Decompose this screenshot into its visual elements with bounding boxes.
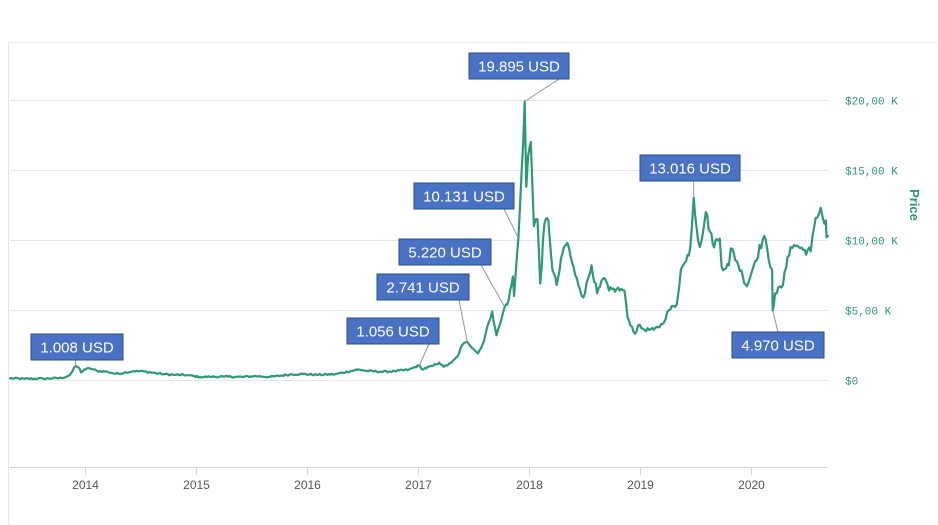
annotation-box <box>731 331 825 359</box>
annotation-box <box>376 273 470 301</box>
annotation-leader <box>772 310 779 333</box>
x-tick-label: 2015 <box>183 478 210 492</box>
y-tick-label: $15,00 K <box>845 167 898 179</box>
x-tick-label: 2016 <box>294 478 321 492</box>
annotation-box <box>398 238 492 266</box>
annotation-leader <box>503 208 519 239</box>
top-band <box>0 0 938 42</box>
x-tick-label: 2014 <box>72 478 99 492</box>
annotation-label: 1.056 USD <box>356 324 430 341</box>
annotation-box <box>468 52 570 80</box>
x-tick-label: 2020 <box>738 478 765 492</box>
annotation-leader <box>458 299 468 342</box>
x-tick-label: 2017 <box>405 478 432 492</box>
annotation-label: 10.131 USD <box>423 189 505 206</box>
annotation-label: 2.741 USD <box>386 280 460 297</box>
x-tick-label: 2019 <box>627 478 654 492</box>
y-tick-label: $20,00 K <box>845 97 898 109</box>
y-axis-label: Price <box>907 189 922 221</box>
annotation-box <box>30 333 124 361</box>
annotation-box <box>346 317 440 345</box>
annotation-box <box>639 154 741 182</box>
annotation-leader <box>524 78 560 102</box>
y-tick-label: $10,00 K <box>845 237 898 249</box>
annotation-label: 4.970 USD <box>741 338 815 355</box>
annotation-leader <box>418 343 430 366</box>
annotation-label: 5.220 USD <box>408 245 482 262</box>
y-tick-label: $0 <box>845 377 858 389</box>
x-tick-label: 2018 <box>516 478 543 492</box>
annotation-label: 19.895 USD <box>478 59 560 76</box>
annotation-box <box>413 182 515 210</box>
y-tick-label: $5,00 K <box>845 307 892 319</box>
price-series-line <box>8 100 830 381</box>
annotation-label: 1.008 USD <box>40 340 114 357</box>
annotation-label: 13.016 USD <box>649 161 731 178</box>
annotation-leader <box>480 264 506 308</box>
